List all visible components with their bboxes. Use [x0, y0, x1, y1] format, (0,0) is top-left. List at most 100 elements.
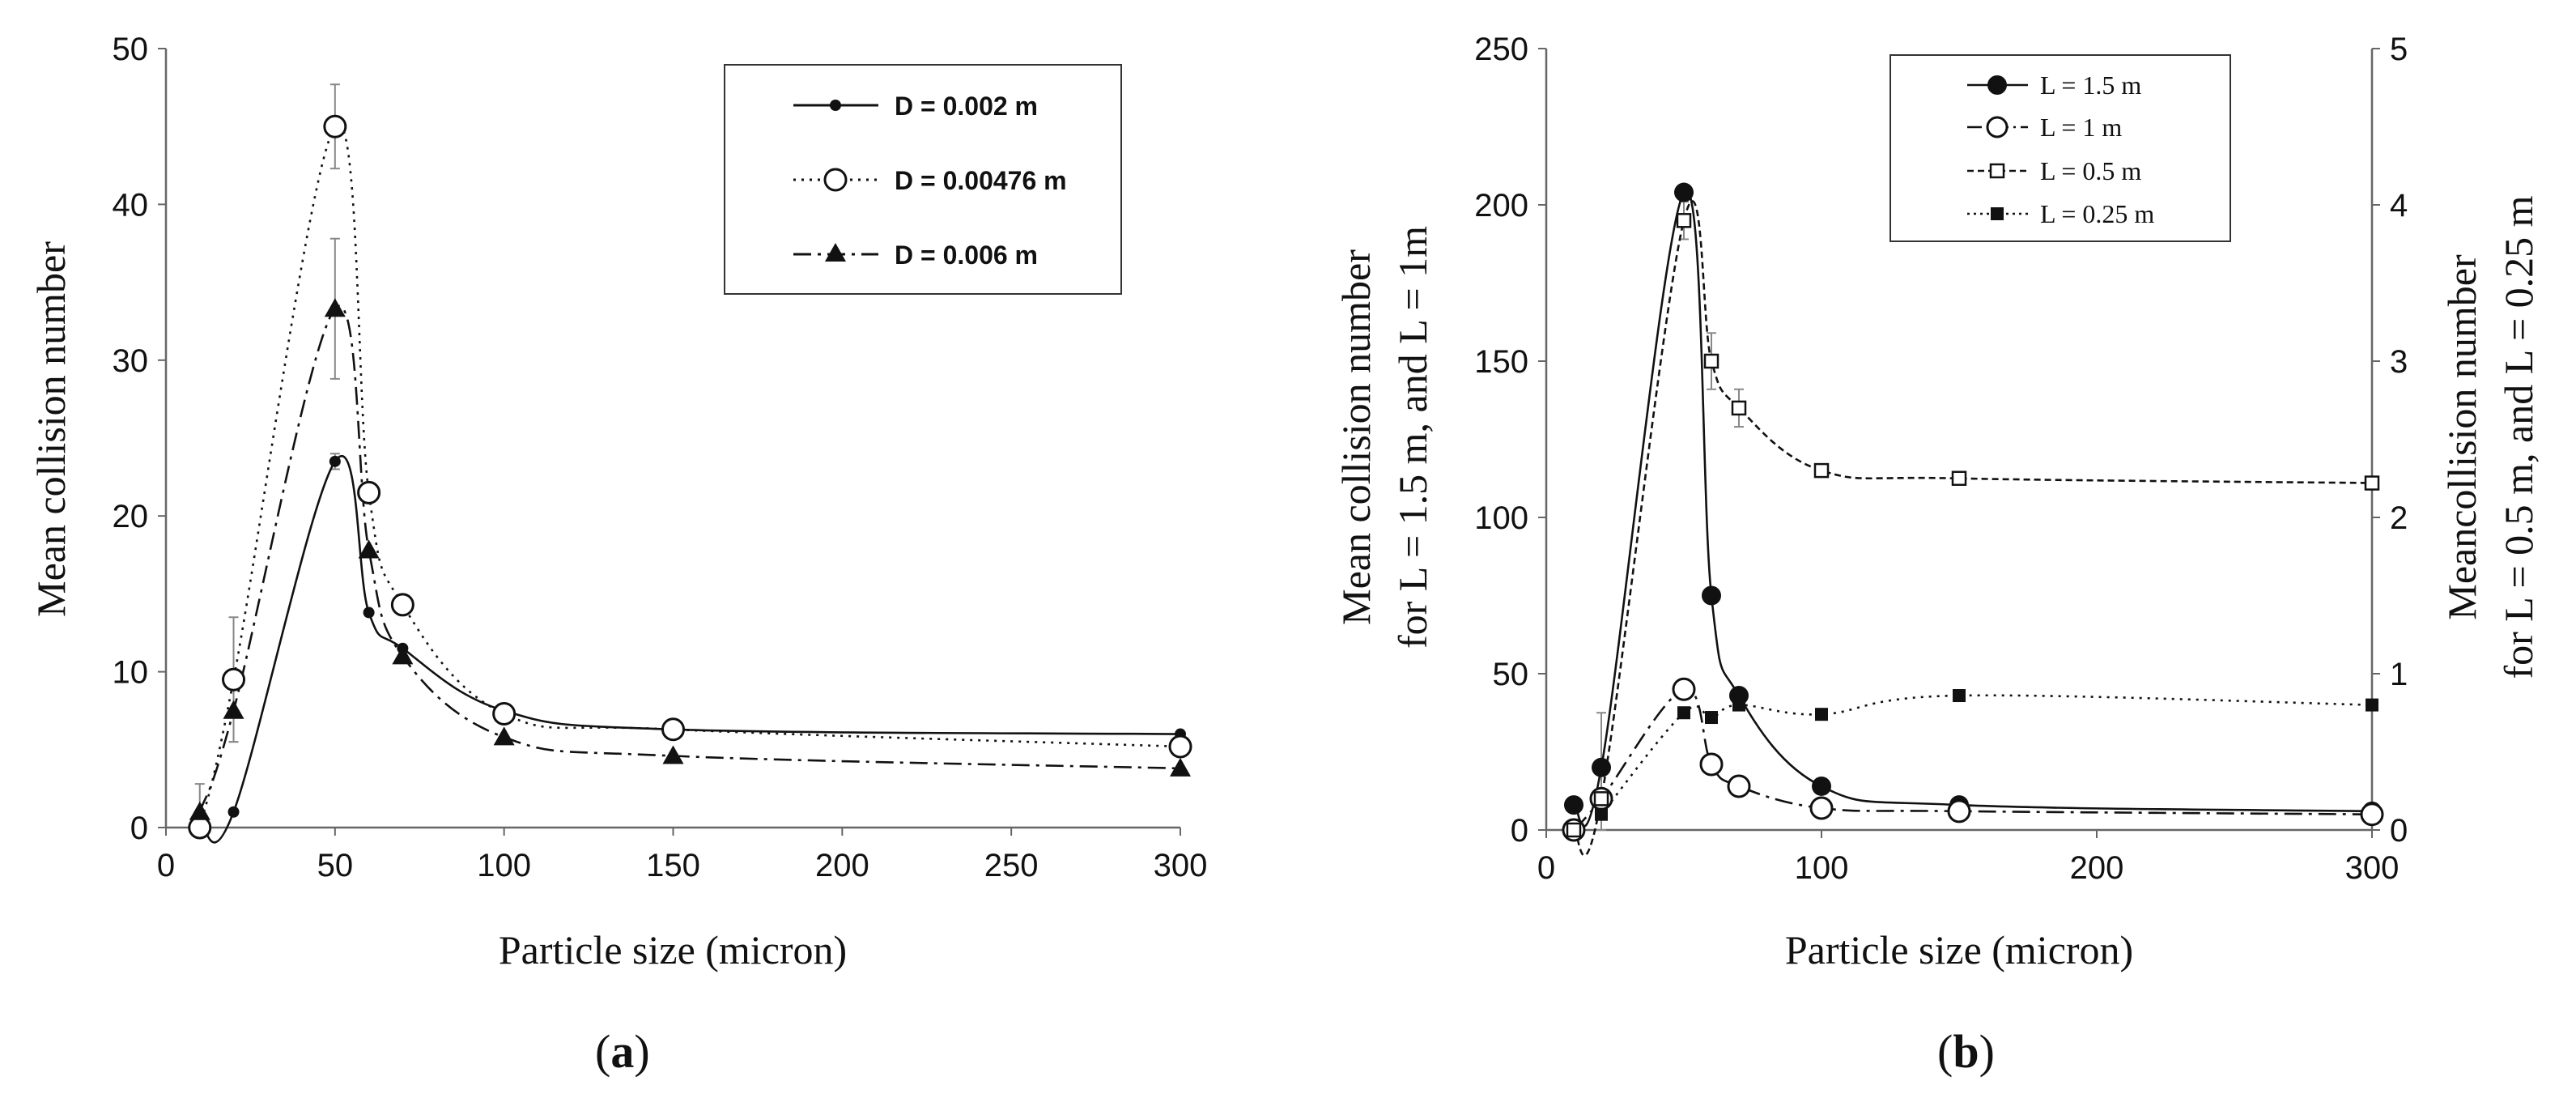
- data-point-3: [1953, 689, 1966, 703]
- data-point-2: [662, 745, 684, 764]
- data-point-2: [1813, 462, 1830, 479]
- legend-label-b1: L = 1 m: [2040, 113, 2122, 142]
- y-tick-label: 0: [130, 811, 148, 846]
- x-tick-label: 200: [815, 848, 869, 883]
- data-point-1: [323, 114, 347, 138]
- x-axis-label-a: Particle size (micron): [499, 927, 847, 972]
- data-point-3: [1815, 708, 1828, 721]
- y-axis-label-b-right-1: Meancollision number: [2439, 254, 2485, 620]
- legend-marker-a1: [823, 168, 848, 192]
- data-point-2: [1593, 791, 1609, 806]
- y-tick-label: 100: [1474, 500, 1528, 536]
- data-point-0: [363, 606, 375, 619]
- legend-label-a1: D = 0.00476 m: [895, 166, 1067, 195]
- legend-label-a2: D = 0.006 m: [895, 240, 1038, 270]
- x-tick-label: 150: [646, 848, 700, 883]
- panel-label-b: (b): [1937, 1025, 1995, 1078]
- x-tick-label: 100: [477, 848, 531, 883]
- legend-box-b: [1889, 54, 2231, 242]
- data-point-2: [1951, 470, 1967, 486]
- y-right-tick-label: 5: [2390, 32, 2408, 67]
- data-point-3: [1677, 706, 1690, 720]
- data-point-1: [357, 480, 381, 504]
- data-point-1: [661, 717, 685, 742]
- x-tick-label: 300: [2345, 850, 2400, 886]
- legend-label-b0: L = 1.5 m: [2040, 70, 2141, 100]
- legend-marker-b2: [1989, 163, 2005, 179]
- legend-a: D = 0.002 m D = 0.00476 m D = 0.006 m: [724, 64, 1122, 295]
- legend-marker-b0: [1987, 75, 2007, 95]
- data-point-1: [390, 593, 414, 617]
- data-point-2: [2364, 475, 2380, 491]
- y-axis-label-b-left-1: Mean collision number: [1333, 249, 1379, 625]
- data-point-3: [1595, 807, 1608, 821]
- data-point-1: [2360, 802, 2384, 827]
- y-axis-label-b-right-2: for L = 0.5 m, and L = 0.25 m: [2496, 195, 2541, 679]
- x-tick-label: 250: [984, 848, 1039, 883]
- data-point-0: [1812, 776, 1831, 796]
- y-axis-label-a: Mean collision number: [28, 241, 74, 617]
- data-point-1: [1727, 774, 1751, 798]
- legend-marker-b3: [1991, 207, 2004, 220]
- data-point-2: [392, 645, 414, 665]
- x-tick-label: 50: [317, 848, 354, 883]
- y-tick-label: 20: [113, 499, 149, 534]
- data-point-1: [188, 815, 212, 840]
- panel-label-a: (a): [595, 1025, 650, 1078]
- legend-box-a: [724, 64, 1122, 295]
- legend-label-a0: D = 0.002 m: [895, 92, 1038, 121]
- legend-marker-a0: [830, 100, 841, 111]
- data-point-2: [1676, 213, 1692, 228]
- data-point-0: [1592, 757, 1611, 777]
- legend-label-b3: L = 0.25 m: [2040, 199, 2154, 228]
- y-tick-label: 50: [1493, 657, 1529, 692]
- data-point-3: [1705, 711, 1718, 725]
- y-right-tick-label: 2: [2390, 500, 2408, 536]
- data-point-2: [324, 298, 346, 317]
- data-point-1: [492, 702, 516, 726]
- y-axis-label-b-left-2: for L = 1.5 m, and L = 1m: [1390, 226, 1435, 649]
- x-tick-label: 0: [157, 848, 175, 883]
- legend-b: L = 1.5 m L = 1 m L = 0.5 m L = 0.25 m: [1889, 54, 2231, 242]
- data-point-1: [1947, 799, 1971, 824]
- x-axis-label-b: Particle size (micron): [1785, 927, 2133, 972]
- y-tick-label: 250: [1474, 32, 1528, 67]
- data-point-3: [2366, 698, 2378, 712]
- data-point-0: [329, 455, 341, 467]
- y-tick-label: 200: [1474, 188, 1528, 223]
- data-point-2: [1566, 822, 1582, 838]
- legend-marker-a2: [825, 243, 846, 262]
- series-line-2: [1572, 200, 2373, 857]
- data-point-0: [1702, 585, 1721, 606]
- data-point-2: [1731, 400, 1747, 416]
- x-tick-label: 100: [1795, 850, 1849, 886]
- x-tick-label: 0: [1537, 850, 1555, 886]
- y-right-tick-label: 4: [2390, 188, 2408, 223]
- y-right-tick-label: 3: [2390, 344, 2408, 380]
- y-tick-label: 50: [113, 32, 149, 67]
- x-tick-label: 300: [1154, 848, 1208, 883]
- data-point-2: [189, 801, 210, 820]
- data-point-2: [1703, 353, 1719, 369]
- data-point-2: [1170, 757, 1191, 777]
- legend-label-b2: L = 0.5 m: [2040, 156, 2141, 185]
- data-point-1: [1168, 734, 1192, 759]
- y-right-tick-label: 1: [2390, 657, 2408, 692]
- y-tick-label: 40: [113, 187, 149, 223]
- y-tick-label: 30: [113, 343, 149, 379]
- panel-label-b-letter: b: [1953, 1025, 1979, 1078]
- series-line-2: [198, 304, 1181, 813]
- data-point-1: [222, 667, 246, 692]
- series-line-1: [198, 122, 1181, 828]
- panel-label-a-letter: a: [610, 1025, 634, 1078]
- y-right-tick-label: 0: [2390, 813, 2408, 849]
- data-point-2: [223, 700, 244, 719]
- y-tick-label: 10: [113, 655, 149, 691]
- data-point-3: [1732, 698, 1745, 712]
- y-tick-label: 0: [1511, 813, 1528, 849]
- data-point-2: [358, 539, 380, 559]
- series-line-1: [1573, 687, 2373, 831]
- data-point-1: [1672, 677, 1696, 701]
